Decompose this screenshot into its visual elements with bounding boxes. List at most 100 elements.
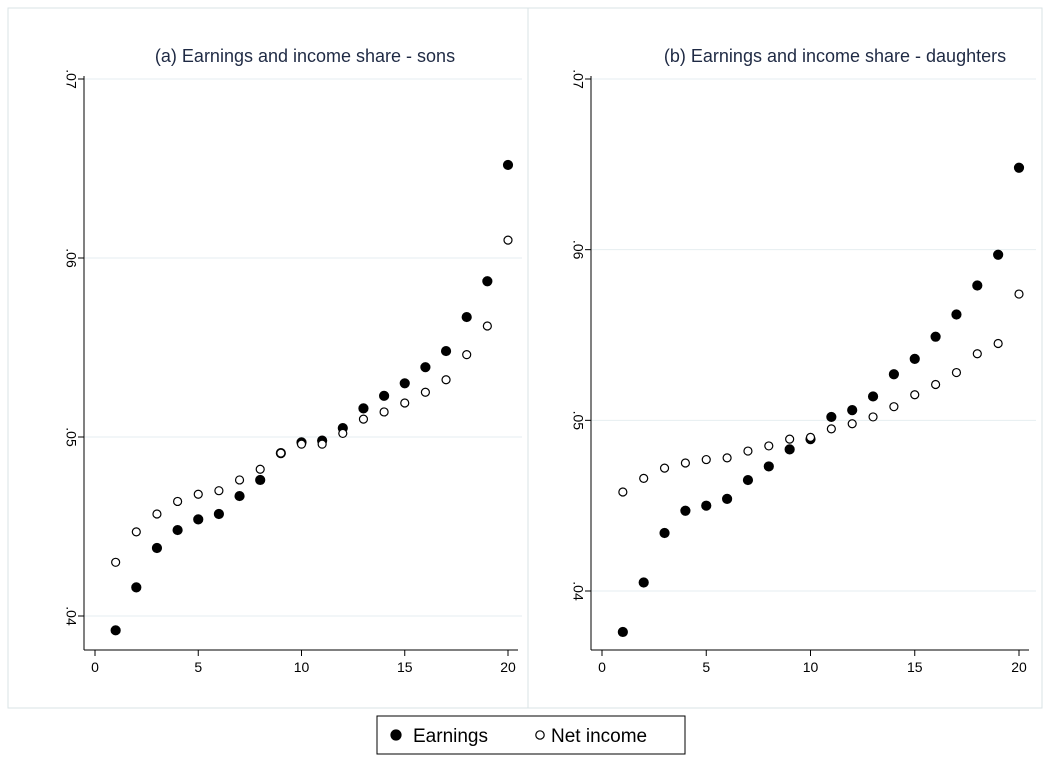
data-point — [358, 414, 369, 424]
y-tick-label: .04 — [570, 581, 586, 601]
data-point — [420, 387, 430, 397]
x-tick-label: 15 — [907, 659, 923, 675]
y-tick-label: .06 — [63, 248, 79, 268]
data-point — [379, 407, 389, 417]
data-point — [131, 527, 141, 537]
data-point — [234, 475, 245, 485]
data-point — [993, 249, 1004, 260]
data-point — [930, 379, 941, 390]
chart-panel-sons: .04 .05 .06 .07 0 5 10 15 20 (a) Earnings and inc… — [7, 7, 529, 709]
data-point — [617, 626, 628, 638]
data-point — [1014, 289, 1024, 299]
panel-title: (a) Earnings and income share - sons — [155, 46, 455, 66]
data-point — [805, 432, 816, 442]
data-point — [639, 473, 649, 483]
series-earnings — [617, 162, 1025, 638]
data-point — [743, 446, 753, 456]
data-point — [868, 412, 878, 422]
data-point — [951, 367, 962, 378]
data-point — [110, 625, 121, 636]
data-point — [909, 353, 920, 364]
x-tick-label: 20 — [1011, 659, 1027, 675]
data-point — [152, 509, 162, 519]
data-point — [173, 496, 183, 507]
data-point — [888, 369, 900, 380]
y-tick-label: .07 — [570, 69, 586, 89]
data-point — [296, 439, 307, 449]
data-point — [172, 524, 183, 536]
data-point — [889, 402, 899, 412]
data-point — [910, 390, 920, 400]
legend-marker — [535, 730, 545, 740]
chart-panel-daughters: .04 .05 .06 .07 0 5 10 15 20 (b) Earnings and inc… — [527, 7, 1043, 709]
series-net-income — [111, 235, 513, 567]
data-point — [826, 424, 836, 434]
series-net-income — [618, 289, 1024, 497]
data-point — [420, 362, 431, 373]
data-point — [618, 487, 628, 497]
panel-border — [527, 7, 1043, 709]
data-point — [111, 557, 121, 567]
data-point — [482, 276, 493, 287]
data-point — [847, 404, 858, 416]
x-tick-label: 20 — [500, 659, 516, 675]
data-point — [763, 461, 774, 472]
data-point — [317, 439, 327, 449]
data-point — [482, 321, 492, 331]
data-point — [151, 542, 163, 554]
data-point — [462, 350, 472, 360]
data-point — [503, 235, 513, 245]
data-point — [234, 490, 245, 502]
legend-box — [376, 715, 686, 755]
data-point — [972, 280, 983, 291]
legend-marker — [390, 729, 402, 741]
data-point — [399, 378, 410, 389]
y-tick-label: .07 — [63, 69, 79, 89]
data-point — [638, 577, 649, 588]
legend: Earnings Net income — [376, 715, 686, 755]
data-point — [358, 403, 369, 414]
chart-panels: .04 .05 .06 .07 0 5 10 15 20 (a) Earnings and inc… — [7, 7, 1043, 709]
data-point — [379, 390, 390, 401]
data-point — [193, 514, 204, 525]
panel-title: (b) Earnings and income share - daughter… — [664, 46, 1006, 66]
x-tick-label: 10 — [294, 659, 310, 675]
data-point — [1013, 162, 1025, 173]
data-point — [784, 444, 795, 455]
data-point — [659, 463, 670, 473]
data-point — [255, 474, 266, 486]
data-point — [701, 500, 712, 511]
data-point — [680, 505, 691, 516]
x-tick-label: 5 — [194, 659, 202, 675]
x-tick-label: 5 — [702, 659, 710, 675]
data-point — [847, 419, 857, 429]
y-tick-label: .05 — [63, 427, 79, 447]
data-point — [400, 398, 410, 408]
data-point — [993, 338, 1003, 349]
data-point — [764, 441, 774, 451]
data-point — [742, 474, 754, 486]
data-point — [131, 582, 142, 593]
data-point — [276, 448, 286, 458]
data-point — [680, 458, 691, 468]
y-tick-label: .04 — [63, 606, 79, 626]
data-point — [721, 493, 733, 504]
data-point — [972, 349, 982, 359]
data-point — [440, 345, 452, 357]
data-point — [461, 311, 472, 323]
data-point — [826, 411, 837, 423]
x-tick-label: 15 — [397, 659, 413, 675]
legend-label: Earnings — [413, 726, 488, 747]
data-point — [785, 434, 795, 444]
x-tick-label: 0 — [91, 659, 99, 675]
data-point — [441, 375, 451, 385]
data-point — [867, 391, 879, 402]
data-point — [951, 309, 962, 320]
data-point — [338, 428, 348, 439]
data-point — [502, 159, 514, 171]
data-point — [255, 464, 265, 474]
y-tick-label: .05 — [570, 411, 586, 431]
legend-label: Net income — [551, 726, 647, 747]
x-tick-label: 10 — [803, 659, 819, 675]
